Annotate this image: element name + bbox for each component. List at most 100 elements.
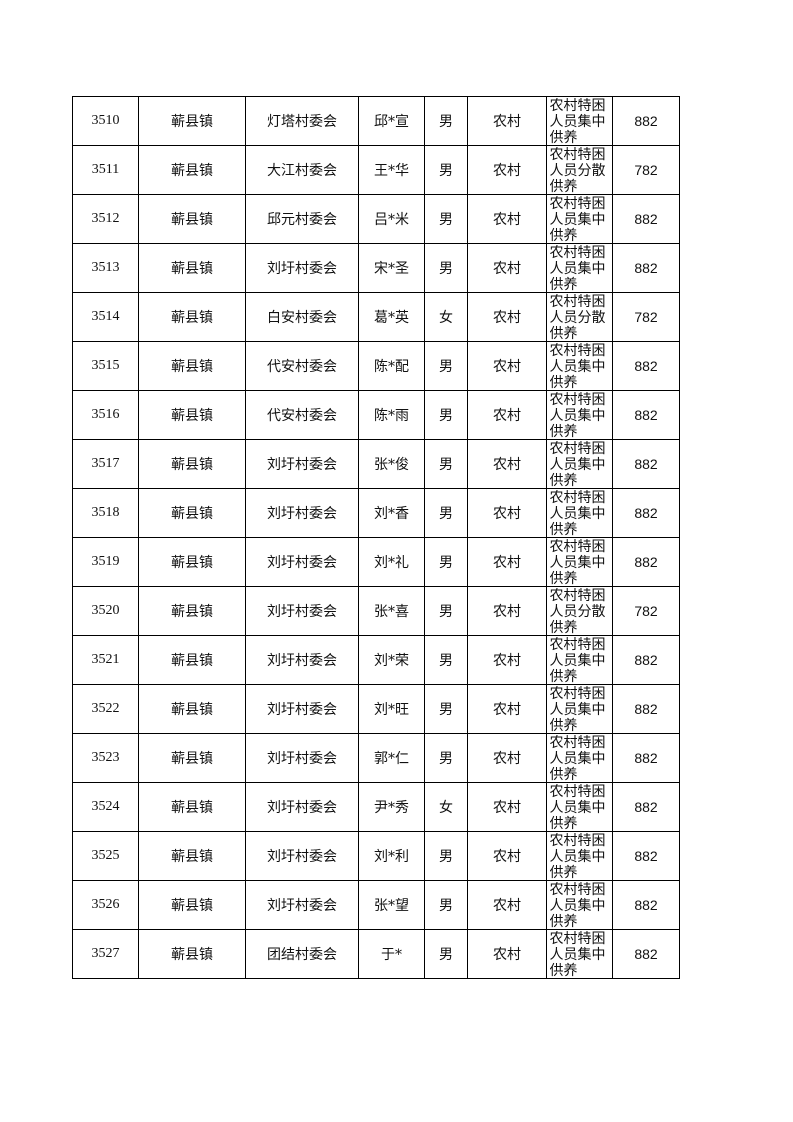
category-text: 农村特困人员集中供养 [549, 881, 606, 929]
category-cell: 农村特困人员集中供养 [546, 341, 613, 391]
category-text: 农村特困人员集中供养 [549, 685, 606, 733]
village-cell: 刘圩村委会 [245, 782, 359, 832]
amount-cell: 882 [612, 390, 680, 440]
record-id-cell: 3512 [72, 194, 139, 244]
table-row: 3525 蕲县镇 刘圩村委会 刘*利男农村 农村特困人员集中供养 882 [72, 831, 680, 881]
record-id-cell: 3520 [72, 586, 139, 636]
record-id-cell: 3525 [72, 831, 139, 881]
village-cell: 代安村委会 [245, 390, 359, 440]
category-text: 农村特困人员集中供养 [549, 342, 606, 390]
gender-cell: 女 [424, 292, 468, 342]
category-text: 农村特困人员集中供养 [549, 734, 606, 782]
person-name-cell: 陈*配 [358, 341, 425, 391]
town-cell: 蕲县镇 [138, 782, 246, 832]
person-name-cell: 陈*雨 [358, 390, 425, 440]
household-type-cell: 农村 [467, 880, 547, 930]
record-id-cell: 3514 [72, 292, 139, 342]
gender-cell: 男 [424, 341, 468, 391]
village-cell: 刘圩村委会 [245, 684, 359, 734]
village-cell: 团结村委会 [245, 929, 359, 979]
village-cell: 灯塔村委会 [245, 96, 359, 146]
amount-cell: 882 [612, 537, 680, 587]
household-type-cell: 农村 [467, 341, 547, 391]
record-id-cell: 3516 [72, 390, 139, 440]
category-text: 农村特困人员集中供养 [549, 930, 606, 978]
category-text: 农村特困人员集中供养 [549, 538, 606, 586]
category-text: 农村特困人员集中供养 [549, 97, 606, 145]
category-text: 农村特困人员集中供养 [549, 636, 606, 684]
person-name-cell: 吕*米 [358, 194, 425, 244]
household-type-cell: 农村 [467, 782, 547, 832]
household-type-cell: 农村 [467, 439, 547, 489]
category-text: 农村特困人员分散供养 [549, 293, 606, 341]
category-text: 农村特困人员集中供养 [549, 440, 606, 488]
record-id-cell: 3519 [72, 537, 139, 587]
category-text: 农村特困人员分散供养 [549, 146, 606, 194]
household-type-cell: 农村 [467, 929, 547, 979]
category-cell: 农村特困人员集中供养 [546, 782, 613, 832]
record-id-cell: 3522 [72, 684, 139, 734]
table-row: 3512 蕲县镇 邱元村委会 吕*米男农村 农村特困人员集中供养 882 [72, 194, 680, 244]
village-cell: 白安村委会 [245, 292, 359, 342]
amount-cell: 882 [612, 929, 680, 979]
gender-cell: 男 [424, 96, 468, 146]
table-row: 3517 蕲县镇 刘圩村委会 张*俊男农村 农村特困人员集中供养 882 [72, 439, 680, 489]
table-row: 3524 蕲县镇 刘圩村委会 尹*秀女农村 农村特困人员集中供养 882 [72, 782, 680, 832]
household-type-cell: 农村 [467, 733, 547, 783]
amount-cell: 882 [612, 488, 680, 538]
town-cell: 蕲县镇 [138, 488, 246, 538]
person-name-cell: 刘*旺 [358, 684, 425, 734]
household-type-cell: 农村 [467, 831, 547, 881]
amount-cell: 882 [612, 635, 680, 685]
town-cell: 蕲县镇 [138, 635, 246, 685]
person-name-cell: 刘*礼 [358, 537, 425, 587]
village-cell: 代安村委会 [245, 341, 359, 391]
household-type-cell: 农村 [467, 145, 547, 195]
category-cell: 农村特困人员集中供养 [546, 635, 613, 685]
category-cell: 农村特困人员集中供养 [546, 880, 613, 930]
household-type-cell: 农村 [467, 635, 547, 685]
town-cell: 蕲县镇 [138, 537, 246, 587]
table-row: 3518 蕲县镇 刘圩村委会 刘*香男农村 农村特困人员集中供养 882 [72, 488, 680, 538]
amount-cell: 782 [612, 145, 680, 195]
category-text: 农村特困人员集中供养 [549, 195, 606, 243]
category-cell: 农村特困人员集中供养 [546, 733, 613, 783]
table-row: 3513 蕲县镇 刘圩村委会 宋*圣男农村 农村特困人员集中供养 882 [72, 243, 680, 293]
household-type-cell: 农村 [467, 537, 547, 587]
town-cell: 蕲县镇 [138, 243, 246, 293]
table-row: 3522 蕲县镇 刘圩村委会 刘*旺男农村 农村特困人员集中供养 882 [72, 684, 680, 734]
table-body: 3510 蕲县镇 灯塔村委会 邱*宣男农村 农村特困人员集中供养 882 3511 蕲县镇 大江… [72, 96, 680, 979]
record-id-cell: 3515 [72, 341, 139, 391]
gender-cell: 男 [424, 488, 468, 538]
person-name-cell: 于* [358, 929, 425, 979]
record-id-cell: 3524 [72, 782, 139, 832]
person-name-cell: 张*喜 [358, 586, 425, 636]
amount-cell: 882 [612, 96, 680, 146]
category-cell: 农村特困人员集中供养 [546, 390, 613, 440]
table-row: 3510 蕲县镇 灯塔村委会 邱*宣男农村 农村特困人员集中供养 882 [72, 96, 680, 146]
record-id-cell: 3523 [72, 733, 139, 783]
person-name-cell: 邱*宣 [358, 96, 425, 146]
record-id-cell: 3518 [72, 488, 139, 538]
records-table: 3510 蕲县镇 灯塔村委会 邱*宣男农村 农村特困人员集中供养 882 3511 蕲县镇 大江… [72, 96, 680, 979]
person-name-cell: 尹*秀 [358, 782, 425, 832]
person-name-cell: 宋*圣 [358, 243, 425, 293]
table-row: 3527 蕲县镇 团结村委会 于* 男农村 农村特困人员集中供养 882 [72, 929, 680, 979]
amount-cell: 882 [612, 733, 680, 783]
table-row: 3515 蕲县镇 代安村委会 陈*配男农村 农村特困人员集中供养 882 [72, 341, 680, 391]
record-id-cell: 3510 [72, 96, 139, 146]
village-cell: 刘圩村委会 [245, 537, 359, 587]
town-cell: 蕲县镇 [138, 341, 246, 391]
person-name-cell: 葛*英 [358, 292, 425, 342]
town-cell: 蕲县镇 [138, 880, 246, 930]
gender-cell: 男 [424, 929, 468, 979]
gender-cell: 男 [424, 684, 468, 734]
household-type-cell: 农村 [467, 488, 547, 538]
record-id-cell: 3513 [72, 243, 139, 293]
category-text: 农村特困人员集中供养 [549, 391, 606, 439]
household-type-cell: 农村 [467, 194, 547, 244]
gender-cell: 男 [424, 635, 468, 685]
person-name-cell: 刘*香 [358, 488, 425, 538]
household-type-cell: 农村 [467, 243, 547, 293]
